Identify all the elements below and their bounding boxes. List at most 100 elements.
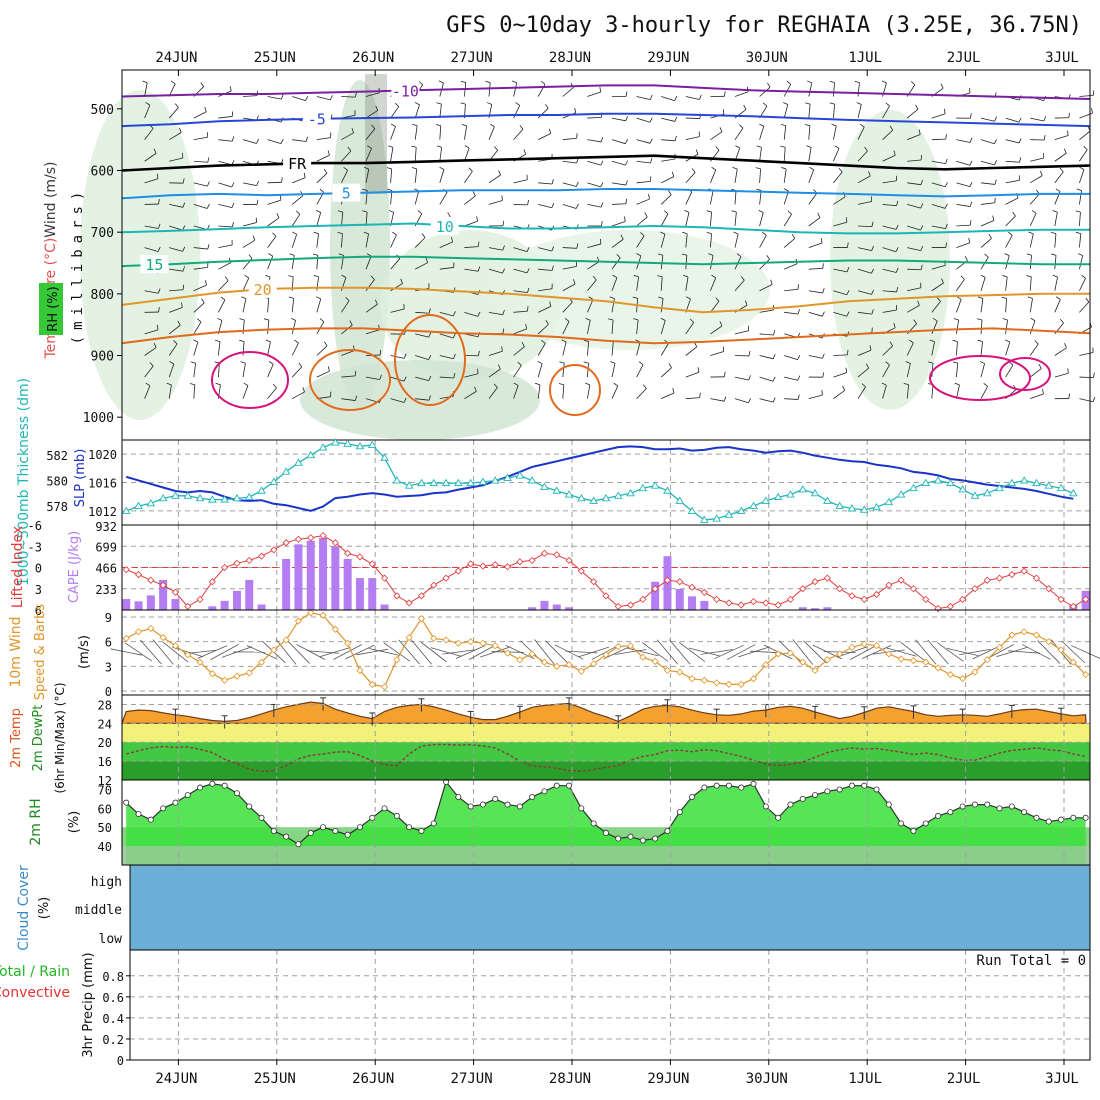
wind-barb [316, 96, 331, 101]
wind-barb [759, 235, 767, 248]
wind-barb [1070, 645, 1100, 659]
wind-barb [316, 298, 322, 313]
wind-barb [502, 309, 505, 315]
wind-barb [1018, 138, 1022, 144]
wind-barb [323, 168, 328, 174]
wind-barb [1054, 347, 1067, 356]
date-label: 25JUN [254, 50, 296, 66]
wind-barb [882, 129, 894, 140]
wind-barb [611, 298, 615, 313]
rh-legend-label: RH (%) [46, 286, 61, 331]
wind-barb [468, 167, 473, 172]
wind-barb [1063, 148, 1067, 154]
wind-barb [808, 104, 811, 119]
wind-barb [268, 361, 274, 365]
lifted-index-marker [848, 592, 856, 600]
thickness-marker [392, 476, 402, 484]
wind-barb [513, 365, 522, 378]
rh-marker [258, 814, 265, 821]
wind-barb [453, 373, 456, 379]
lifted-index-marker [590, 578, 598, 586]
wind-barb [846, 311, 850, 317]
wind-barb [447, 212, 451, 217]
wind-barb [740, 276, 745, 281]
wind-barb [144, 152, 157, 162]
wind-barb [488, 387, 498, 399]
thickness-marker [355, 441, 365, 450]
wind-barb [805, 102, 811, 105]
temp-unit-part: (°C) [43, 238, 59, 270]
wind-barb [169, 204, 183, 208]
wind-speed-marker [1057, 646, 1065, 654]
wind-barb [242, 277, 250, 291]
wind-barb [822, 263, 824, 269]
wind-barb [464, 246, 479, 248]
wind-barb [759, 355, 774, 360]
wind-barb [316, 370, 330, 378]
lifted-index-marker [356, 553, 364, 561]
wind-barb [808, 147, 812, 162]
lifted-index-marker [1008, 571, 1016, 579]
wind-barb [386, 188, 393, 191]
lifted-index-marker [651, 585, 659, 593]
wind-barb [937, 642, 964, 662]
wind-barb [1079, 301, 1090, 313]
isotherm-label-bg [248, 279, 277, 298]
wind-barb [414, 102, 420, 106]
wind-barb [682, 231, 688, 235]
wind-barb [715, 146, 720, 151]
wind-barb [739, 124, 744, 129]
wind-barb [906, 342, 914, 356]
cloud-unit-label: (%) [37, 897, 52, 920]
wind-barb [476, 216, 478, 222]
wind-barb [1079, 376, 1094, 379]
wind-barb [1091, 108, 1093, 114]
wind-barb [538, 288, 553, 292]
wind-barb [649, 94, 653, 100]
wind-barb [685, 233, 688, 248]
thickness-marker [564, 490, 574, 498]
wind-barb [414, 237, 426, 248]
wind-barb [744, 300, 748, 306]
wind-speed-marker [208, 670, 216, 678]
wind-barb [616, 253, 621, 259]
lifted-index-marker [417, 592, 426, 600]
wind-barb [1005, 298, 1007, 313]
wind-barb [956, 139, 971, 143]
wind-barb [145, 382, 151, 387]
wind-barb [1079, 94, 1094, 97]
isotherm-line [121, 84, 1091, 100]
wind-barb [674, 95, 678, 101]
wind-barb [411, 167, 417, 170]
wind-speed-marker [331, 625, 339, 633]
wind-barb [231, 182, 235, 188]
wind-barb [170, 80, 176, 85]
wind-barb [834, 145, 840, 149]
wind-barb [895, 267, 899, 273]
wind-barb [994, 116, 997, 122]
cloud-level-label: high [91, 875, 122, 890]
wind-barb [907, 204, 921, 209]
wind-barb [263, 318, 269, 321]
date-label: 26JUN [352, 1071, 394, 1087]
thickness-marker [257, 486, 266, 494]
thickness-marker [847, 504, 857, 512]
wind-barb [620, 234, 624, 240]
cape-bar [528, 607, 537, 610]
rh-marker [775, 814, 782, 821]
wind-barb [1043, 116, 1047, 122]
temp-tick-label: 24 [98, 717, 112, 731]
wind-barb [513, 382, 519, 386]
wind-barb [333, 644, 362, 660]
wind-barb [144, 290, 159, 294]
wind-barb [931, 341, 935, 356]
rh-marker [947, 809, 954, 816]
cloud-level-label: middle [75, 903, 122, 918]
wind-barb [415, 398, 430, 401]
precip-tick-label: 0 [117, 1054, 124, 1068]
wind-barb [882, 309, 897, 313]
wind-barb [428, 332, 432, 338]
wind-barb [611, 238, 624, 248]
wind-barb [415, 376, 429, 382]
wind-barb [218, 204, 233, 209]
